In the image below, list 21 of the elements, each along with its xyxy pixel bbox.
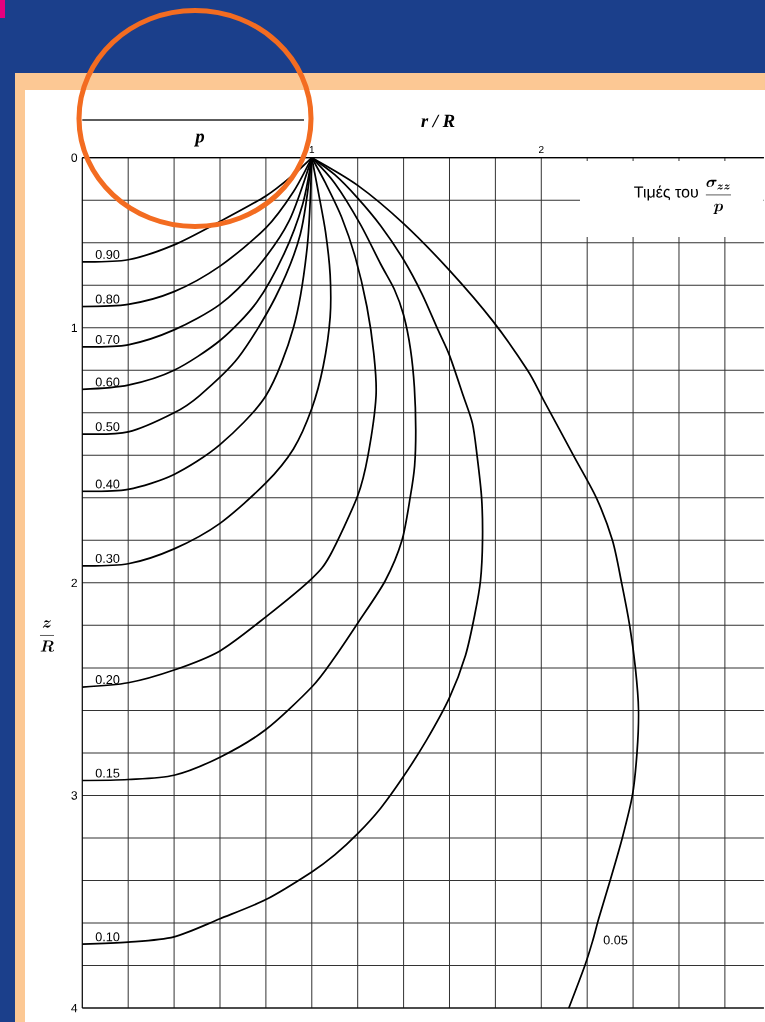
x-axis-title: r / R [421, 114, 455, 128]
text: p [194, 133, 205, 147]
series-label: 0.70 [95, 335, 120, 344]
series-label: 0.15 [95, 768, 120, 778]
series-label: 0.10 [95, 932, 120, 942]
annotation: Τιμές του [634, 185, 698, 201]
y-tick-label: 3 [71, 791, 78, 800]
series-label: 0.50 [95, 422, 120, 432]
series-label: 0.05 [603, 935, 628, 945]
y-tick-label: 4 [71, 1003, 78, 1013]
y-tick-label: 2 [71, 578, 77, 588]
series-label: 0.20 [95, 675, 120, 685]
series-label: 0.30 [95, 553, 120, 563]
annotation: $\frac{\sigma_{zz}}{p}$ [705, 179, 731, 215]
y-axis-title: $\frac{z}{R}$ [39, 620, 55, 652]
y-tick-label: 1 [71, 323, 77, 332]
series-label: 0.90 [95, 249, 120, 259]
series-label: 0.60 [95, 377, 120, 387]
series-label: 0.80 [95, 294, 120, 304]
y-tick-label: 0 [71, 153, 78, 162]
series-label: 0.40 [95, 479, 120, 489]
